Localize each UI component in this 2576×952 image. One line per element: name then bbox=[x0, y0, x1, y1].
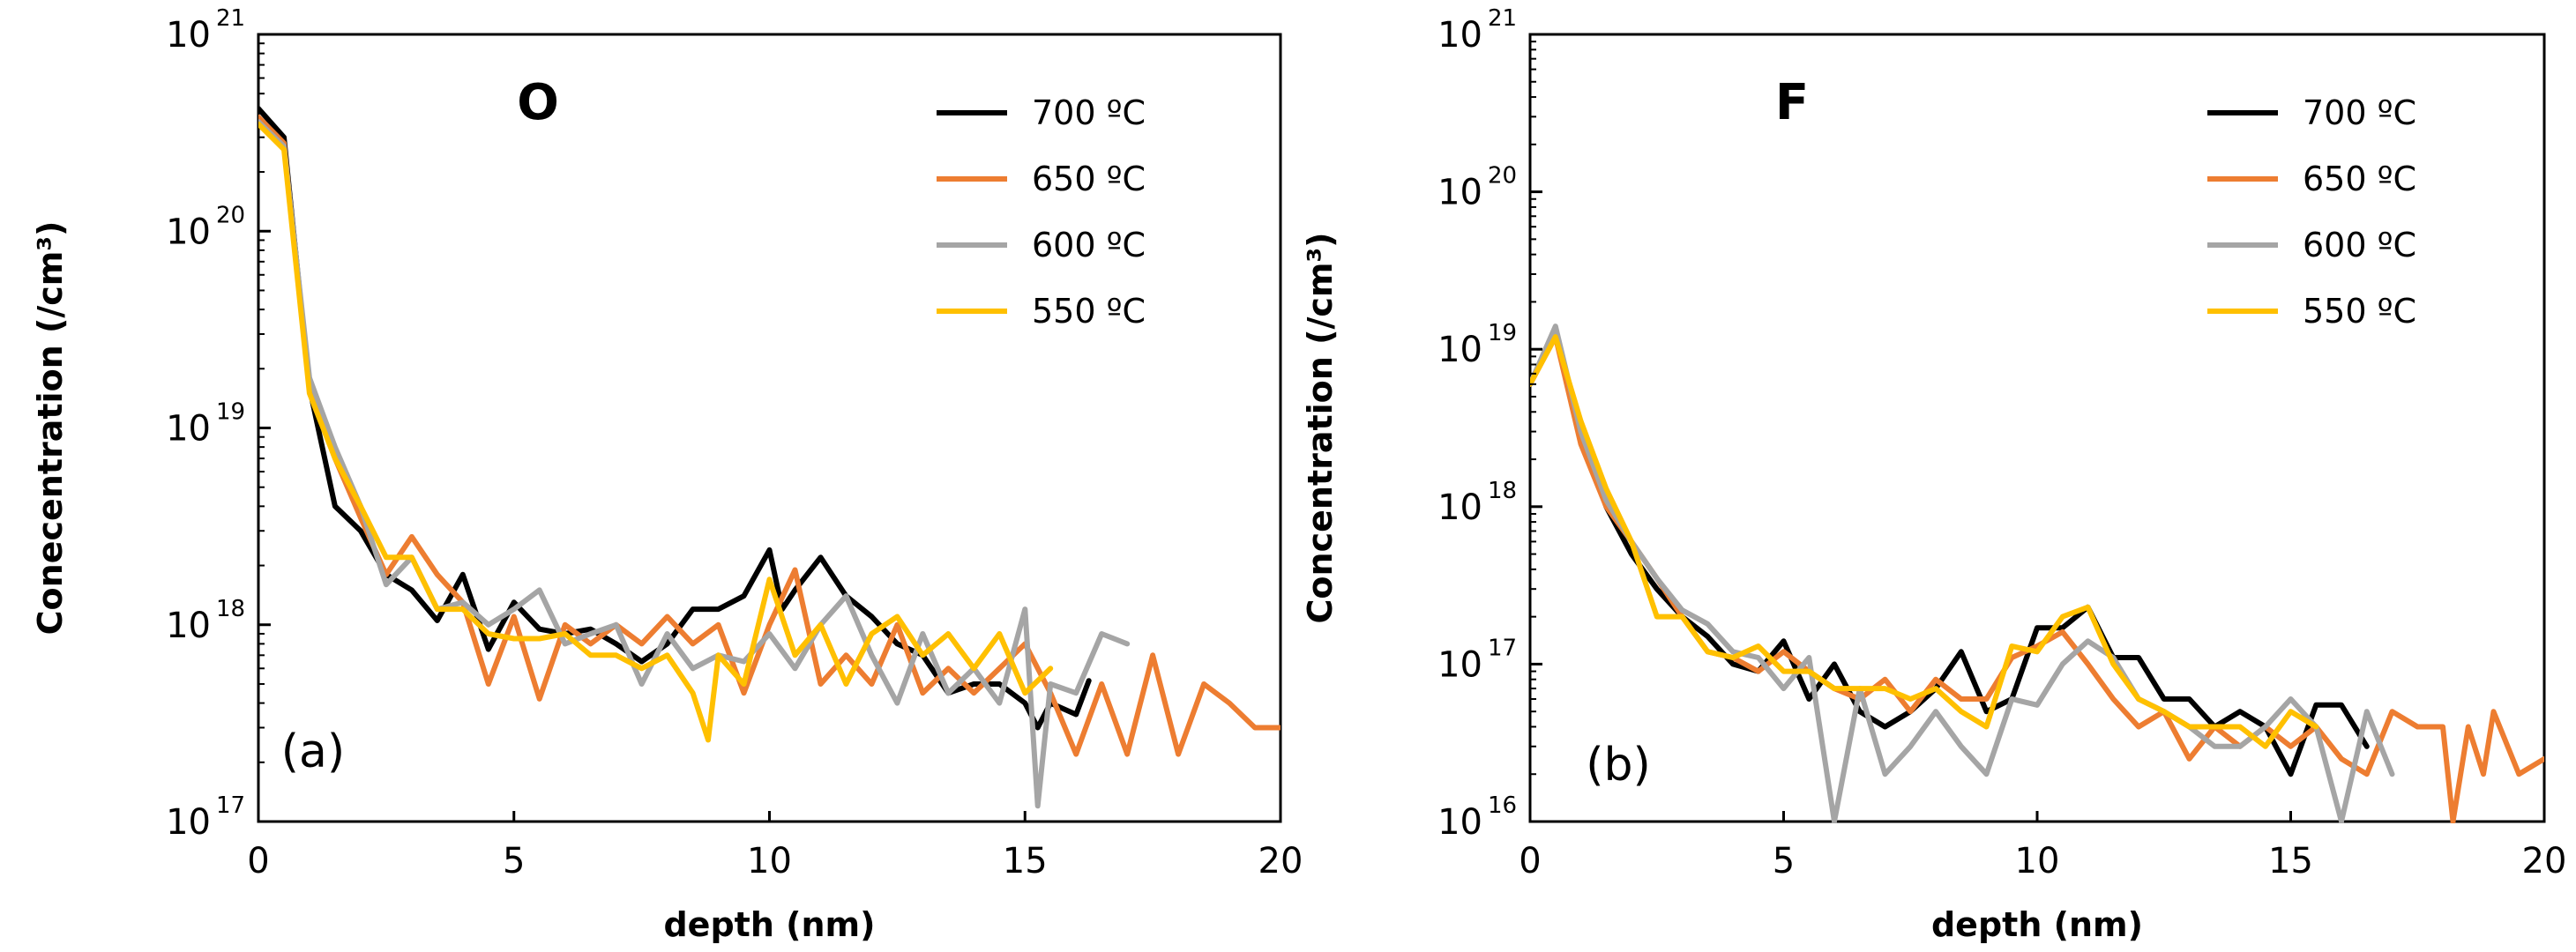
series-line-1 bbox=[1530, 334, 2544, 823]
legend-label: 600 ºC bbox=[1032, 226, 1146, 264]
x-tick-label: 5 bbox=[1773, 841, 1795, 881]
y-tick-label: 10 bbox=[166, 15, 211, 56]
x-tick-label: 15 bbox=[2268, 841, 2313, 881]
panel-title: O bbox=[517, 74, 559, 131]
y-tick-exponent: 17 bbox=[1488, 635, 1517, 661]
panel-label: (a) bbox=[281, 725, 345, 778]
legend-label: 600 ºC bbox=[2303, 226, 2416, 264]
x-axis-title: depth (nm) bbox=[1931, 905, 2143, 944]
y-tick-exponent: 18 bbox=[216, 596, 245, 622]
y-tick-exponent: 21 bbox=[1488, 5, 1517, 32]
series-line-2 bbox=[1530, 324, 2395, 823]
y-tick-label: 10 bbox=[1437, 644, 1482, 685]
y-axis-title: Concentration (/cm³) bbox=[1301, 233, 1340, 624]
series-line-3 bbox=[258, 121, 1054, 743]
x-axis-title: depth (nm) bbox=[663, 905, 875, 944]
y-tick-label: 10 bbox=[166, 606, 211, 646]
y-tick-exponent: 20 bbox=[1488, 163, 1517, 190]
y-tick-label: 10 bbox=[1437, 487, 1482, 528]
x-tick-label: 15 bbox=[1003, 841, 1048, 881]
y-tick-exponent: 18 bbox=[1488, 478, 1517, 504]
legend-label: 700 ºC bbox=[2303, 93, 2416, 132]
legend-label: 550 ºC bbox=[1032, 292, 1146, 331]
y-tick-exponent: 16 bbox=[1488, 792, 1517, 819]
y-tick-label: 10 bbox=[166, 212, 211, 252]
legend-label: 650 ºC bbox=[2303, 160, 2416, 198]
panel-title: F bbox=[1775, 74, 1809, 131]
series-line-0 bbox=[1530, 328, 2370, 777]
y-tick-label: 10 bbox=[1437, 173, 1482, 213]
x-tick-label: 0 bbox=[1519, 841, 1541, 881]
series-lines bbox=[1530, 324, 2544, 823]
y-tick-exponent: 21 bbox=[216, 5, 245, 32]
y-tick-label: 10 bbox=[1437, 15, 1482, 56]
series-line-3 bbox=[1530, 334, 2319, 749]
x-tick-label: 10 bbox=[2015, 841, 2060, 881]
y-tick-exponent: 17 bbox=[216, 792, 245, 819]
legend: 700 ºC 650 ºC 600 ºC 550 ºC bbox=[2207, 93, 2416, 331]
x-tick-label: 10 bbox=[747, 841, 792, 881]
y-tick-label: 10 bbox=[166, 409, 211, 450]
legend-label: 700 ºC bbox=[1032, 93, 1146, 132]
y-tick-label: 10 bbox=[166, 802, 211, 843]
y-axis-title: Conecentration (/cm³) bbox=[31, 221, 70, 636]
plot-frame bbox=[257, 33, 1282, 823]
legend-label: 550 ºC bbox=[2303, 292, 2416, 331]
panel-label: (b) bbox=[1586, 739, 1651, 792]
legend: 700 ºC 650 ºC 600 ºC 550 ºC bbox=[937, 93, 1146, 331]
legend-label: 650 ºC bbox=[1032, 160, 1146, 198]
series-lines bbox=[258, 106, 1281, 809]
x-tick-label: 5 bbox=[503, 841, 525, 881]
y-tick-label: 10 bbox=[1437, 802, 1482, 843]
y-tick-exponent: 19 bbox=[216, 399, 245, 426]
x-tick-label: 20 bbox=[2522, 841, 2567, 881]
series-line-1 bbox=[258, 114, 1281, 757]
y-tick-exponent: 20 bbox=[216, 202, 245, 228]
series-line-0 bbox=[258, 106, 1092, 731]
series-line-2 bbox=[258, 119, 1131, 809]
x-tick-label: 0 bbox=[247, 841, 269, 881]
y-tick-label: 10 bbox=[1437, 330, 1482, 370]
y-tick-exponent: 19 bbox=[1488, 320, 1517, 346]
x-tick-label: 20 bbox=[1258, 841, 1303, 881]
